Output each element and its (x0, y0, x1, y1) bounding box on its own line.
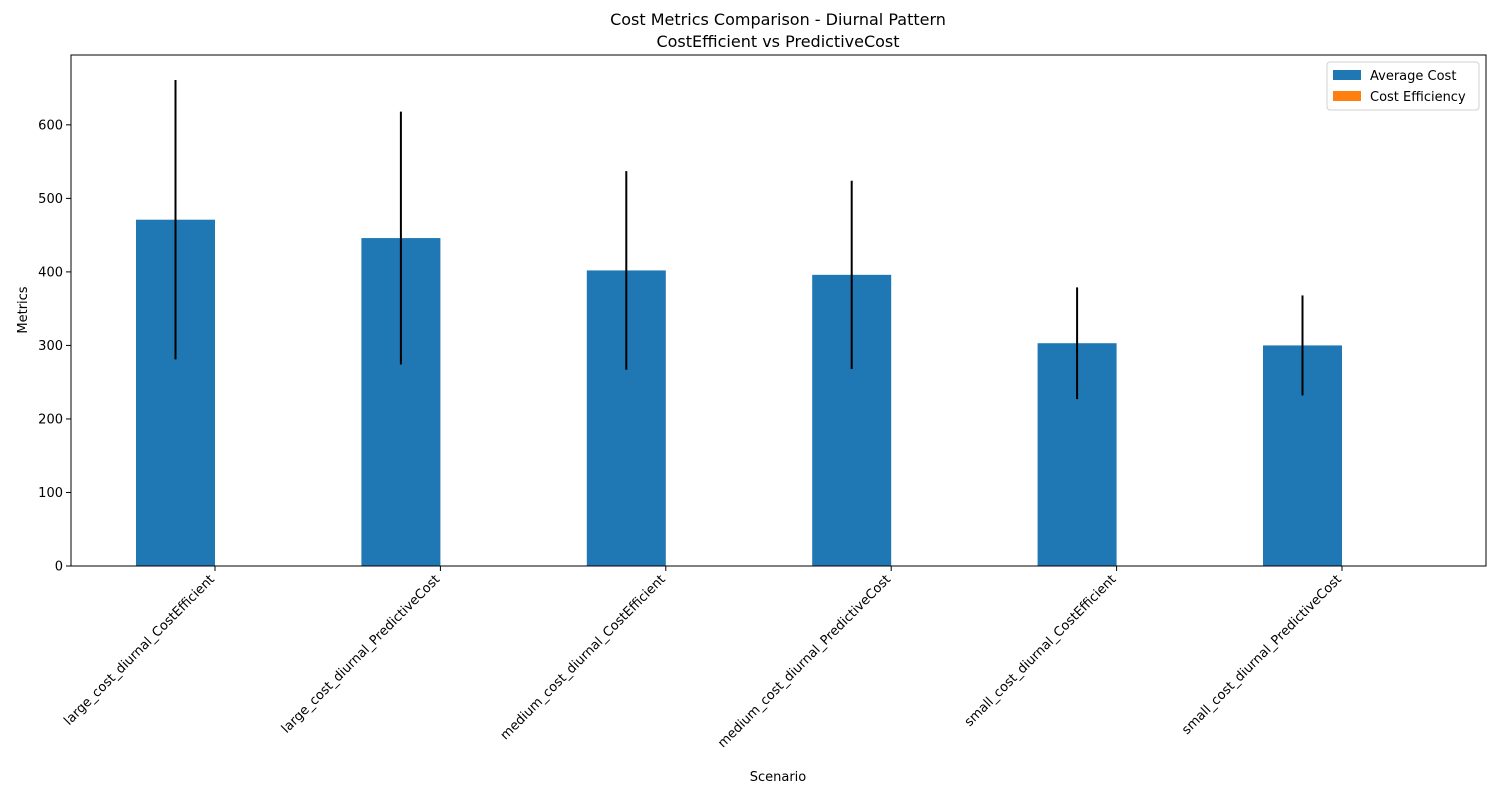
y-tick-label: 100 (38, 486, 63, 501)
x-tick-label: medium_cost_diurnal_PredictiveCost (715, 572, 894, 751)
x-tick-label: large_cost_diurnal_PredictiveCost (279, 572, 443, 736)
y-tick-label: 300 (38, 339, 63, 354)
y-tick-label: 200 (38, 412, 63, 427)
chart-subtitle: CostEfficient vs PredictiveCost (656, 32, 899, 51)
x-axis-label: Scenario (750, 770, 807, 785)
y-tick-label: 600 (38, 118, 63, 133)
x-tick-label: medium_cost_diurnal_CostEfficient (498, 572, 669, 743)
legend: Average Cost Cost Efficiency (1326, 61, 1480, 111)
plot-area: 0 100 200 300 400 500 600 large_cost_diurnal_Co… (38, 54, 1487, 751)
x-tick-label: large_cost_diurnal_CostEfficient (61, 572, 217, 728)
chart-title: Cost Metrics Comparison - Diurnal Patter… (610, 10, 946, 29)
x-tick-label: small_cost_diurnal_PredictiveCost (1179, 572, 1345, 738)
legend-label-0: Average Cost (1370, 69, 1456, 84)
y-tick-label: 0 (55, 560, 63, 575)
legend-swatch-0 (1333, 70, 1361, 80)
plot-frame (70, 54, 1487, 567)
y-tick-label: 500 (38, 192, 63, 207)
legend-label-1: Cost Efficiency (1370, 90, 1466, 105)
legend-box (1326, 61, 1480, 111)
x-tick-label: small_cost_diurnal_CostEfficient (962, 572, 1120, 730)
y-axis-label: Metrics (16, 286, 31, 333)
y-tick-label: 400 (38, 265, 63, 280)
legend-swatch-1 (1333, 91, 1361, 101)
